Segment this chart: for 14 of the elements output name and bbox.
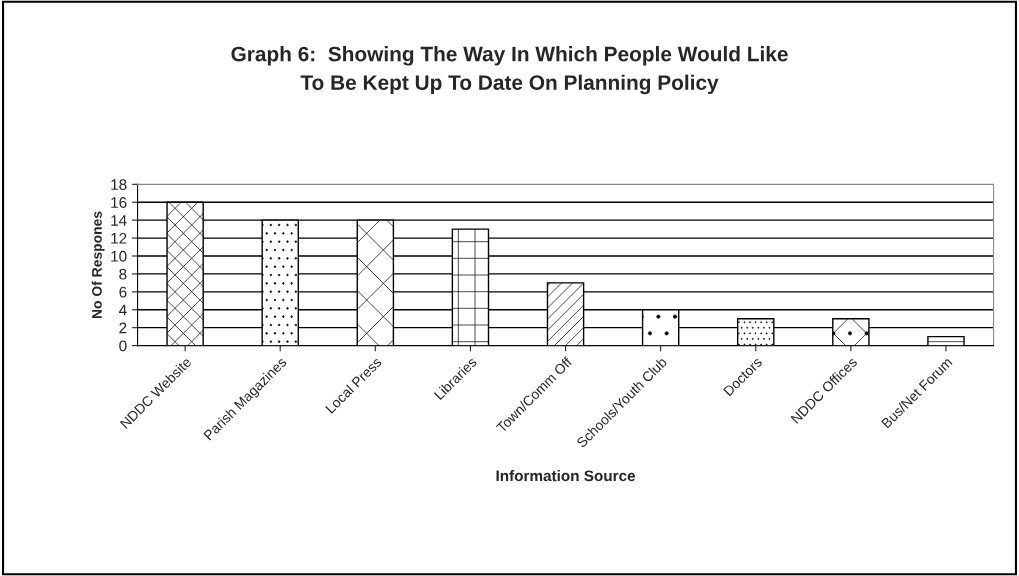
x-axis-title: Information Source xyxy=(496,469,636,482)
y-tick-label: 4 xyxy=(119,304,127,316)
y-axis-title: No Of Respones xyxy=(91,211,105,319)
y-tick-label: 16 xyxy=(111,197,127,208)
y-tick-label: 6 xyxy=(119,286,127,298)
y-tick-label: 10 xyxy=(111,250,127,262)
y-tick-label: 0 xyxy=(119,340,127,352)
y-tick-label: 18 xyxy=(111,179,127,191)
bar xyxy=(927,335,965,346)
y-tick-label: 8 xyxy=(119,268,127,280)
chart-title: Graph 6: Showing The Way In Which People Would Like To Be Kept Up To Date On Planning Policy xyxy=(231,46,788,95)
y-tick-label: 12 xyxy=(111,232,127,244)
y-tick-label: 14 xyxy=(111,215,127,226)
y-tick-label: 2 xyxy=(119,322,127,334)
